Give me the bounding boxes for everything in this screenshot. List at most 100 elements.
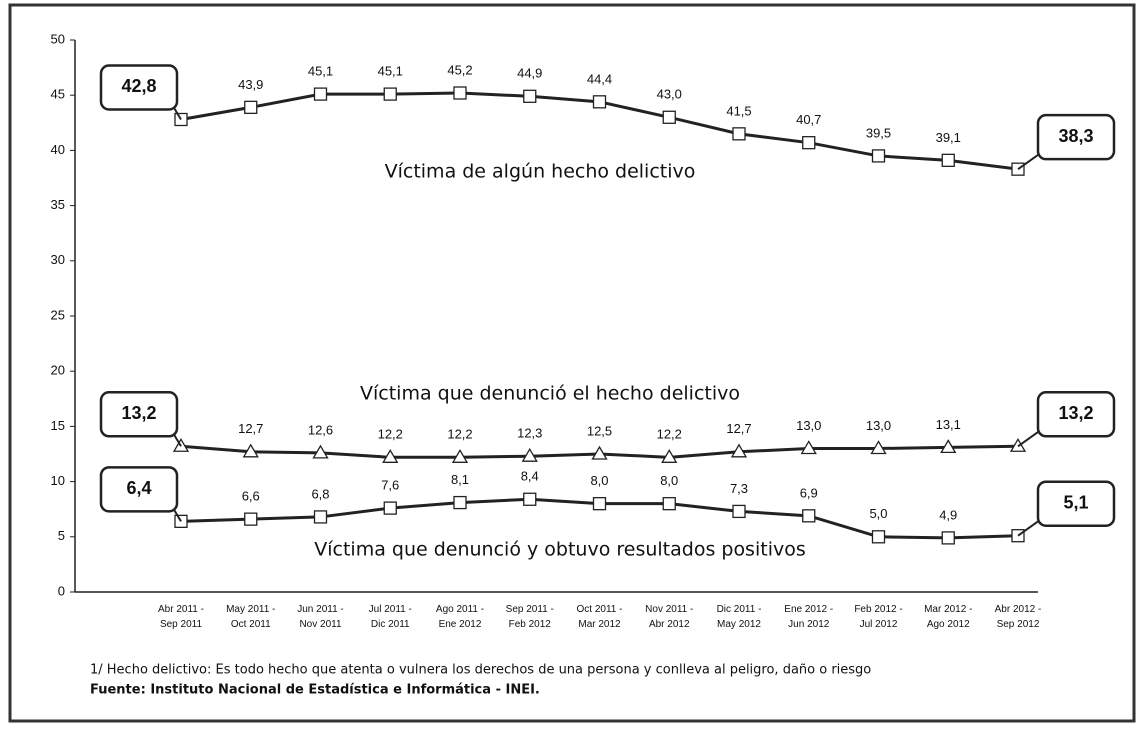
data-label: 41,5: [726, 103, 751, 118]
x-tick-label: May 2011 -Oct 2011: [226, 604, 275, 630]
data-label: 12,2: [378, 427, 403, 442]
series-name: Víctima que denunció el hecho delictivo: [360, 383, 740, 405]
marker: [592, 95, 607, 109]
y-tick-label: 45: [51, 87, 65, 102]
callout-box: [99, 466, 179, 513]
marker: [802, 136, 816, 150]
callout-label: 13,2: [1058, 403, 1093, 423]
data-label: 44,9: [517, 66, 542, 81]
marker: [383, 501, 397, 515]
callout-label: 38,3: [1058, 126, 1093, 146]
marker: [242, 443, 259, 458]
data-label: 44,4: [587, 71, 612, 86]
marker: [521, 447, 538, 462]
data-label: 13,0: [866, 418, 891, 433]
marker: [732, 127, 746, 141]
marker: [870, 440, 887, 455]
y-tick-label: 5: [58, 528, 65, 543]
marker: [591, 445, 608, 460]
data-label: 13,1: [936, 417, 961, 432]
data-label: 5,0: [869, 506, 887, 521]
data-label: 45,1: [308, 64, 333, 79]
y-tick-label: 0: [58, 583, 65, 598]
callout-box: [99, 391, 179, 438]
marker: [940, 439, 957, 454]
callout-box: [1036, 391, 1116, 438]
x-tick-label: Jun 2011 -Nov 2011: [297, 604, 344, 630]
data-label: 6,9: [800, 485, 818, 500]
callout-label: 13,2: [121, 403, 156, 423]
frame: [8, 3, 1136, 723]
callout-label: 5,1: [1063, 492, 1088, 512]
marker: [523, 89, 537, 103]
footnote: 1/ Hecho delictivo: Es todo hecho que at…: [90, 663, 871, 678]
data-label: 12,2: [447, 427, 472, 442]
x-tick-label: Mar 2012 -Ago 2012: [924, 604, 972, 630]
data-label: 8,0: [590, 473, 608, 488]
data-label: 12,6: [308, 422, 333, 437]
marker: [941, 153, 955, 167]
marker: [523, 492, 537, 506]
data-label: 45,1: [378, 64, 403, 79]
marker: [662, 497, 676, 511]
data-label: 45,2: [447, 62, 472, 77]
callout-box: [99, 64, 179, 111]
marker: [662, 110, 676, 124]
y-tick-label: 10: [51, 473, 65, 488]
data-label: 39,5: [866, 125, 891, 140]
marker: [382, 449, 399, 463]
marker: [453, 86, 467, 100]
x-tick-label: Abr 2011 -Sep 2011: [158, 604, 204, 630]
marker: [802, 509, 816, 523]
data-label: 7,3: [730, 481, 748, 496]
data-label: 7,6: [381, 478, 399, 493]
x-tick-label: Oct 2011 -Mar 2012: [577, 604, 623, 630]
y-tick-label: 25: [51, 307, 65, 322]
marker: [244, 512, 258, 526]
data-label: 12,7: [726, 421, 751, 436]
marker: [941, 531, 955, 545]
data-label: 8,4: [521, 469, 539, 484]
data-label: 12,7: [238, 421, 263, 436]
data-label: 39,1: [936, 130, 961, 145]
x-tick-label: Jul 2011 -Dic 2011: [369, 604, 412, 630]
series-name: Víctima que denunció y obtuvo resultados…: [314, 539, 806, 561]
data-label: 6,6: [242, 489, 260, 504]
x-tick-label: Sep 2011 -Feb 2012: [506, 604, 554, 630]
data-label: 43,9: [238, 77, 263, 92]
data-label: 12,3: [517, 426, 542, 441]
y-tick-label: 30: [51, 252, 65, 267]
marker: [313, 510, 328, 524]
x-tick-label: Dic 2011 -May 2012: [717, 604, 762, 630]
y-tick-label: 15: [51, 418, 65, 433]
data-label: 12,5: [587, 423, 612, 438]
marker: [800, 440, 817, 455]
marker: [730, 443, 748, 458]
x-tick-label: Ago 2011 -Ene 2012: [436, 604, 484, 630]
series-name: Víctima de algún hecho delictivo: [385, 161, 696, 183]
data-label: 13,0: [796, 418, 821, 433]
data-label: 8,1: [451, 472, 469, 487]
callout-label: 42,8: [121, 76, 156, 96]
callout-box: [1036, 113, 1116, 161]
data-label: 43,0: [657, 87, 682, 102]
data-label: 8,0: [660, 473, 678, 488]
marker: [244, 100, 258, 114]
marker: [592, 497, 607, 511]
marker: [383, 87, 397, 101]
source: Fuente: Instituto Nacional de Estadístic…: [90, 683, 540, 698]
marker: [453, 495, 467, 510]
data-label: 40,7: [796, 112, 821, 127]
y-tick-label: 40: [51, 142, 65, 157]
marker: [661, 449, 678, 463]
y-tick-label: 20: [51, 363, 65, 378]
x-tick-label: Feb 2012 -Jul 2012: [854, 604, 902, 630]
x-tick-label: Ene 2012 -Jun 2012: [784, 604, 833, 630]
callout-box: [1036, 480, 1116, 527]
callout-label: 6,4: [126, 478, 151, 498]
marker: [732, 504, 746, 519]
data-label: 4,9: [939, 507, 957, 522]
marker: [871, 149, 886, 163]
y-tick-label: 35: [51, 197, 65, 212]
